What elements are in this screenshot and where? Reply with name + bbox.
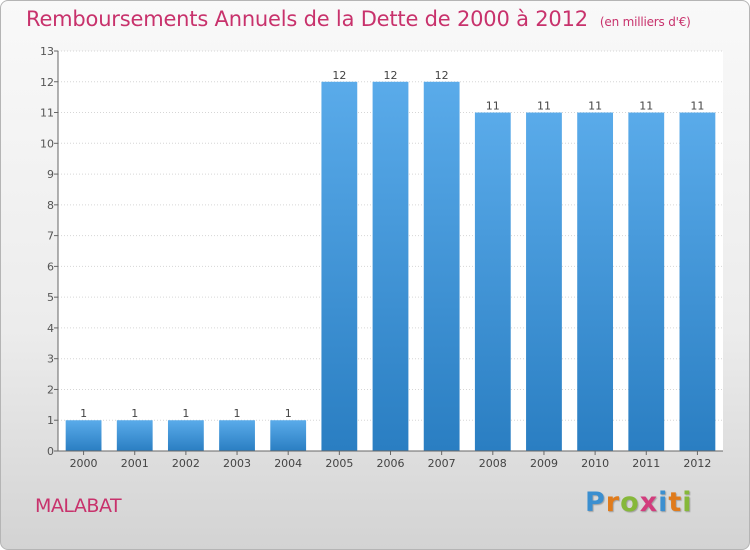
bar — [219, 420, 255, 451]
logo-letter: r — [605, 487, 621, 518]
data-label: 11 — [690, 100, 704, 113]
x-tick-label: 2008 — [479, 457, 507, 470]
logo-letter: i — [658, 487, 669, 518]
x-tick-label: 2009 — [530, 457, 558, 470]
data-label: 11 — [639, 100, 653, 113]
data-label: 12 — [435, 69, 449, 82]
bar — [167, 420, 204, 451]
data-label: 1 — [182, 407, 189, 420]
data-label: 11 — [486, 100, 500, 113]
y-tick-label: 13 — [40, 45, 54, 58]
bar — [679, 112, 716, 452]
x-tick-label: 2004 — [274, 457, 302, 470]
logo-letter: t — [668, 487, 683, 518]
data-label: 11 — [588, 100, 602, 113]
logo-letter: i — [682, 487, 693, 518]
bar — [423, 81, 460, 452]
y-tick-label: 7 — [47, 230, 54, 243]
bar — [116, 420, 153, 451]
chart-title: Remboursements Annuels de la Dette de 20… — [26, 7, 691, 31]
title-text: Remboursements Annuels de la Dette de 20… — [26, 7, 588, 31]
bar — [526, 112, 562, 452]
data-label: 12 — [332, 69, 346, 82]
y-tick-label: 12 — [40, 76, 54, 89]
x-tick-label: 2011 — [632, 457, 660, 470]
data-label: 12 — [384, 69, 398, 82]
y-tick-label: 5 — [47, 291, 54, 304]
x-tick-label: 2006 — [377, 457, 405, 470]
x-tick-label: 2001 — [121, 457, 149, 470]
y-tick-label: 4 — [47, 322, 54, 335]
x-tick-label: 2002 — [172, 457, 200, 470]
bar — [474, 112, 511, 452]
y-tick-label: 8 — [47, 199, 54, 212]
data-label: 1 — [131, 407, 138, 420]
bar — [270, 420, 307, 451]
x-tick-label: 2007 — [428, 457, 456, 470]
title-unit: (en milliers d'€) — [599, 15, 691, 29]
y-tick-label: 2 — [47, 383, 54, 396]
x-tick-label: 2003 — [223, 457, 251, 470]
bar — [65, 420, 102, 451]
bar — [321, 81, 358, 452]
y-tick-label: 0 — [47, 445, 54, 458]
bar — [628, 112, 665, 452]
data-label: 1 — [234, 407, 241, 420]
data-label: 1 — [80, 407, 87, 420]
x-tick-label: 2012 — [683, 457, 711, 470]
proxiti-logo: Proxiti — [585, 487, 693, 518]
x-tick-label: 2010 — [581, 457, 609, 470]
y-tick-label: 3 — [47, 353, 54, 366]
data-label: 11 — [537, 100, 551, 113]
logo-letter: x — [639, 487, 659, 518]
y-tick-label: 11 — [40, 107, 54, 120]
logo-letter: o — [620, 487, 640, 518]
y-tick-label: 9 — [47, 168, 54, 181]
logo-letter: P — [585, 487, 606, 518]
commune-name: MALABAT — [35, 495, 122, 517]
x-tick-label: 2005 — [325, 457, 353, 470]
y-tick-label: 6 — [47, 260, 54, 273]
x-tick-label: 2000 — [70, 457, 98, 470]
bar — [372, 81, 409, 452]
bar — [577, 112, 614, 452]
y-tick-label: 10 — [40, 137, 54, 150]
data-label: 1 — [285, 407, 292, 420]
bars — [65, 81, 716, 452]
y-tick-label: 1 — [47, 414, 54, 427]
